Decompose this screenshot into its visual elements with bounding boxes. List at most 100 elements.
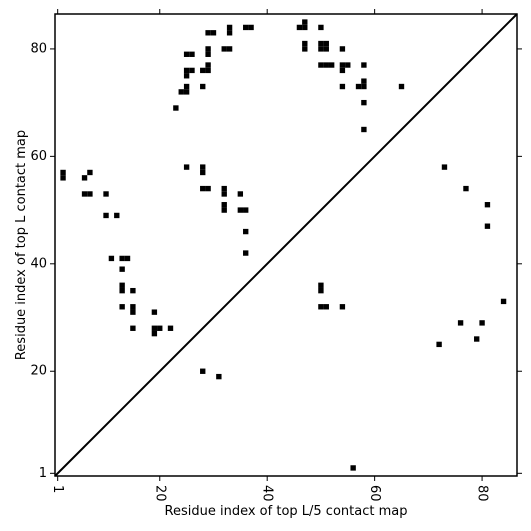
contact-point [189,51,195,57]
y-tick-label: 40 [30,256,47,271]
contact-point [178,89,184,95]
contact-point [243,250,249,256]
contact-point [103,191,109,197]
contact-point [318,287,324,294]
contact-point [119,255,125,262]
contact-point [130,304,136,310]
contact-point [157,325,163,331]
contact-point [205,62,211,68]
contact-point [200,67,206,74]
contact-point [130,309,136,315]
contact-point [302,46,308,52]
y-tick-label: 1 [39,466,47,481]
contact-point [183,51,190,57]
contact-points [60,19,507,471]
contact-point [318,282,324,288]
contact-point [474,336,480,342]
x-tick-label: 40 [260,485,275,502]
y-tick-label: 80 [30,41,47,56]
plot-frame [54,13,518,477]
contact-point [87,169,93,176]
contact-point [200,185,206,192]
contact-point [205,67,211,74]
contact-point [221,46,227,52]
contact-point [500,298,507,305]
contact-point [355,83,362,90]
contact-point [484,223,491,229]
contact-point [221,185,227,192]
contact-point [205,185,211,192]
contact-point [108,255,115,262]
contact-point [221,207,227,213]
contact-point [361,99,367,106]
contact-point [296,24,303,31]
contact-point [151,309,158,315]
contact-point [200,164,206,170]
contact-point [173,105,179,111]
contact-point [226,46,233,52]
contact-point [226,30,233,36]
contact-point [328,62,335,68]
contact-point [323,62,329,68]
contact-point [205,46,211,52]
contact-point [318,40,324,47]
contact-point [200,368,206,374]
contact-point [318,304,324,310]
axis-ticks: 1 20 40 60 80 1 20 40 60 80 [30,9,522,502]
contact-point [205,30,211,36]
contact-point [183,164,190,170]
contact-point [237,207,244,213]
contact-point [339,67,346,74]
x-tick-label: 20 [152,485,167,502]
contact-point [130,287,136,294]
contact-point [436,341,442,348]
contact-point [151,330,158,337]
contact-point [119,266,125,272]
contact-point [60,169,66,176]
contact-point [361,83,367,90]
y-tick-label: 20 [30,364,47,379]
contact-point [339,304,346,310]
contact-point [361,78,367,84]
contact-point [205,51,211,57]
x-tick-label: 1 [50,485,65,493]
contact-point [323,40,329,47]
contact-point [318,24,324,31]
contact-point [361,62,367,68]
contact-point [345,62,351,68]
y-tick-label: 60 [30,149,47,164]
contact-point [463,185,469,192]
contact-point [130,325,136,331]
contact-point [323,304,329,310]
contact-point [339,46,346,52]
contact-point [81,191,88,197]
contact-point [318,46,324,52]
contact-point [441,164,448,170]
y-axis-label: Residue index of top L contact map [14,130,29,360]
contact-point [302,24,308,31]
contact-point [398,83,405,90]
contact-point [339,83,346,90]
contact-point [302,40,308,47]
contact-point [167,325,174,331]
contact-point [119,287,125,294]
contact-point [124,255,131,262]
contact-point [221,191,227,197]
contact-point [183,89,190,95]
contact-point [60,175,66,181]
contact-point [119,304,125,310]
contact-point [189,67,195,74]
contact-point [200,83,206,90]
contact-point [484,202,491,208]
x-tick-label: 80 [475,485,490,502]
contact-point [318,62,324,68]
contact-point [339,62,346,68]
contact-point [210,30,217,36]
contact-point [81,175,88,181]
contact-point [119,282,125,288]
contact-point [114,212,120,219]
contact-point [243,207,249,213]
contact-point [323,46,329,52]
contact-point [237,191,244,197]
